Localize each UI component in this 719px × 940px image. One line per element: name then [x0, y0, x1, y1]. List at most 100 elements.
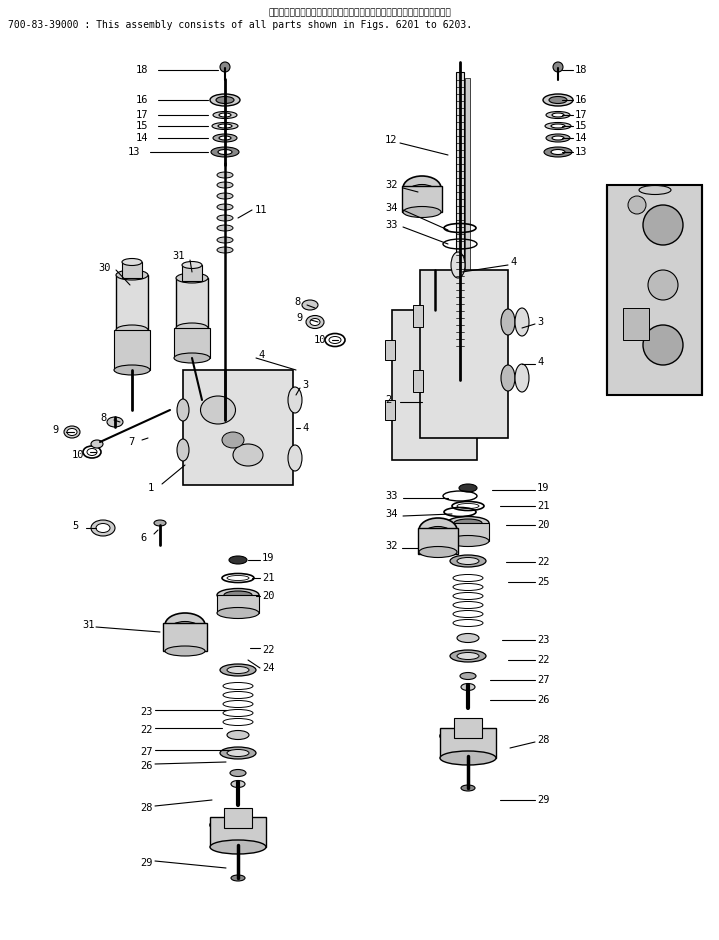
Ellipse shape: [64, 426, 80, 438]
Text: 15: 15: [575, 121, 587, 131]
Text: 7: 7: [128, 437, 134, 447]
Bar: [465, 78, 470, 318]
Bar: [447, 523, 489, 541]
Text: 22: 22: [140, 725, 152, 735]
Ellipse shape: [470, 345, 484, 371]
Ellipse shape: [423, 526, 453, 543]
Text: 18: 18: [575, 65, 587, 75]
Text: 26: 26: [537, 695, 549, 705]
Bar: [402, 186, 442, 212]
Ellipse shape: [91, 520, 115, 536]
Bar: [163, 623, 207, 651]
Ellipse shape: [552, 113, 564, 117]
Bar: [217, 595, 259, 613]
Ellipse shape: [459, 484, 477, 492]
Text: 27: 27: [140, 747, 152, 757]
Ellipse shape: [515, 364, 529, 392]
Ellipse shape: [218, 124, 232, 128]
Ellipse shape: [220, 747, 256, 759]
Text: 10: 10: [72, 450, 85, 460]
Ellipse shape: [403, 176, 441, 200]
Bar: [607, 185, 702, 395]
Bar: [623, 308, 649, 340]
Ellipse shape: [217, 225, 233, 231]
Ellipse shape: [451, 252, 465, 278]
Ellipse shape: [211, 147, 239, 157]
Text: 11: 11: [255, 205, 267, 215]
Ellipse shape: [461, 785, 475, 791]
Text: 27: 27: [537, 675, 549, 685]
Ellipse shape: [213, 134, 237, 142]
Ellipse shape: [177, 439, 189, 461]
Bar: [454, 718, 482, 738]
Bar: [174, 328, 210, 358]
Ellipse shape: [288, 387, 302, 413]
Text: 1: 1: [148, 483, 155, 493]
Ellipse shape: [546, 112, 570, 118]
Ellipse shape: [515, 308, 529, 336]
Bar: [420, 270, 508, 438]
Ellipse shape: [227, 666, 249, 673]
Ellipse shape: [231, 780, 245, 788]
Ellipse shape: [116, 270, 148, 280]
Ellipse shape: [217, 204, 233, 210]
Ellipse shape: [552, 136, 564, 140]
Ellipse shape: [450, 555, 486, 567]
Ellipse shape: [440, 728, 496, 744]
Text: 15: 15: [136, 121, 149, 131]
Ellipse shape: [231, 875, 245, 881]
Bar: [413, 305, 423, 327]
Ellipse shape: [176, 323, 208, 333]
Text: 3: 3: [302, 380, 308, 390]
Text: 700-83-39000 : This assembly consists of all parts shown in Figs. 6201 to 6203.: 700-83-39000 : This assembly consists of…: [8, 20, 472, 30]
Text: 32: 32: [385, 180, 398, 190]
Ellipse shape: [217, 193, 233, 199]
Ellipse shape: [310, 319, 320, 325]
Bar: [114, 330, 150, 370]
Bar: [224, 808, 252, 828]
Text: 8: 8: [100, 413, 106, 423]
Ellipse shape: [219, 113, 231, 117]
Text: 16: 16: [575, 95, 587, 105]
Circle shape: [643, 325, 683, 365]
Ellipse shape: [210, 94, 240, 106]
Text: 20: 20: [262, 591, 275, 601]
Ellipse shape: [114, 365, 150, 375]
Ellipse shape: [201, 396, 236, 424]
Text: 21: 21: [537, 501, 549, 511]
Ellipse shape: [639, 185, 671, 195]
Text: 12: 12: [385, 135, 398, 145]
Text: 29: 29: [537, 795, 549, 805]
Ellipse shape: [169, 621, 201, 638]
Ellipse shape: [302, 300, 318, 310]
Text: 10: 10: [314, 335, 326, 345]
Text: 23: 23: [537, 635, 549, 645]
Text: 30: 30: [98, 263, 111, 273]
Ellipse shape: [440, 751, 496, 765]
Ellipse shape: [210, 817, 266, 833]
Text: 9: 9: [52, 425, 58, 435]
Text: 28: 28: [537, 735, 549, 745]
Text: 31: 31: [82, 620, 94, 630]
Ellipse shape: [485, 394, 499, 422]
Text: 13: 13: [128, 147, 140, 157]
Text: 9: 9: [296, 313, 302, 323]
Text: 24: 24: [262, 663, 275, 673]
Ellipse shape: [457, 634, 479, 643]
Text: 4: 4: [510, 257, 516, 267]
Text: 4: 4: [537, 357, 544, 367]
Text: 20: 20: [537, 520, 549, 530]
Ellipse shape: [233, 444, 263, 466]
Text: 34: 34: [385, 509, 398, 519]
Ellipse shape: [551, 149, 565, 154]
Ellipse shape: [182, 261, 202, 269]
Bar: [385, 400, 395, 420]
Ellipse shape: [217, 247, 233, 253]
Text: 26: 26: [140, 761, 152, 771]
Ellipse shape: [154, 520, 166, 526]
Ellipse shape: [217, 607, 259, 619]
Text: 14: 14: [136, 133, 149, 143]
Text: 34: 34: [385, 203, 398, 213]
Text: 19: 19: [262, 553, 275, 563]
Ellipse shape: [122, 258, 142, 265]
